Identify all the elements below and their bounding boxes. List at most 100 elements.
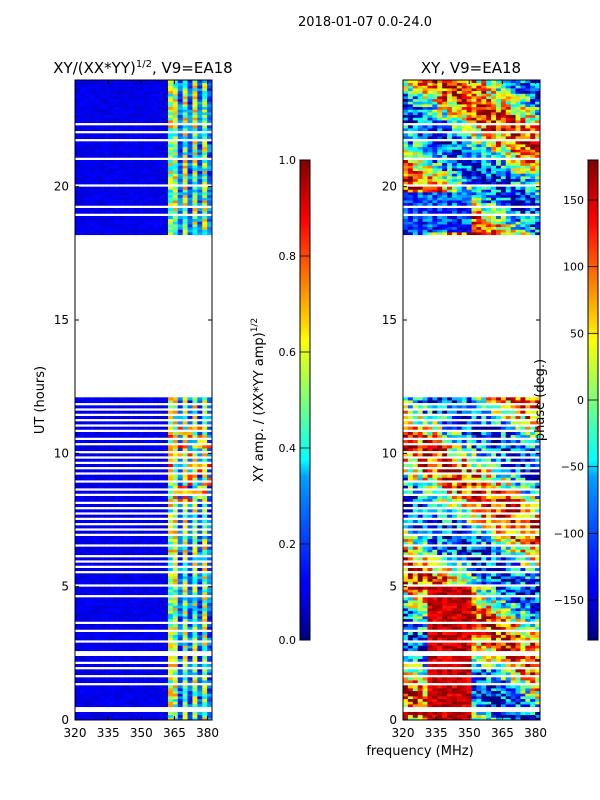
heatmap-cell xyxy=(79,656,86,660)
heatmap-cell xyxy=(75,149,81,153)
heatmap-cell xyxy=(79,696,86,700)
heatmap-cell xyxy=(143,432,149,436)
heatmap-cell xyxy=(447,552,453,556)
heatmap-cell xyxy=(89,696,96,700)
heatmap-cell xyxy=(89,200,96,204)
heatmap-cell xyxy=(461,642,468,646)
heatmap-cell xyxy=(153,509,159,513)
heatmap-cell xyxy=(447,608,453,612)
heatmap-cell xyxy=(202,557,208,561)
heatmap-cell xyxy=(99,464,105,468)
heatmap-cell xyxy=(172,589,179,593)
heatmap-cell xyxy=(138,405,144,409)
heatmap-cell xyxy=(163,168,169,172)
heatmap-cell xyxy=(79,453,86,457)
heatmap-cell xyxy=(104,586,110,590)
heatmap-cell xyxy=(500,626,507,630)
heatmap-cell xyxy=(207,173,212,177)
heatmap-cell xyxy=(89,592,96,596)
heatmap-cell xyxy=(412,602,419,606)
heatmap-cell xyxy=(109,541,115,545)
heatmap-cell xyxy=(481,717,487,720)
heatmap-cell xyxy=(486,712,492,716)
heatmap-cell xyxy=(75,133,81,137)
heatmap-cell xyxy=(187,133,193,137)
heatmap-cell xyxy=(456,589,463,593)
heatmap-cell xyxy=(471,592,477,596)
heatmap-cell xyxy=(437,589,443,593)
heatmap-cell xyxy=(451,608,458,612)
heatmap-cell xyxy=(158,82,164,86)
heatmap-cell xyxy=(75,101,81,105)
heatmap-cell xyxy=(138,136,144,140)
heatmap-cell xyxy=(89,453,96,457)
heatmap-cell xyxy=(403,669,409,673)
heatmap-cell xyxy=(138,453,144,457)
heatmap-cell xyxy=(163,693,169,697)
heatmap-cell xyxy=(172,224,179,228)
heatmap-cell xyxy=(84,536,91,540)
heatmap-cell xyxy=(535,624,540,628)
heatmap-cell xyxy=(94,469,100,473)
heatmap-cell xyxy=(163,202,169,206)
heatmap-cell xyxy=(109,672,115,676)
heatmap-cell xyxy=(197,645,203,649)
heatmap-cell xyxy=(192,106,198,110)
heatmap-cell xyxy=(94,170,100,174)
heatmap-cell xyxy=(407,717,414,720)
heatmap-cell xyxy=(109,634,115,638)
heatmap-cell xyxy=(89,557,96,561)
heatmap-cell xyxy=(167,576,174,580)
heatmap-cell xyxy=(167,224,174,228)
heatmap-cell xyxy=(471,648,477,652)
heatmap-cell xyxy=(109,106,115,110)
heatmap-cell xyxy=(123,688,130,692)
heatmap-cell xyxy=(89,165,96,169)
heatmap-cell xyxy=(109,464,115,468)
heatmap-cell xyxy=(89,197,96,201)
heatmap-cell xyxy=(94,133,100,137)
heatmap-cell xyxy=(192,109,198,113)
heatmap-cell xyxy=(94,181,100,185)
heatmap-cell xyxy=(207,608,212,612)
heatmap-cell xyxy=(197,656,203,660)
heatmap-cell xyxy=(207,192,212,196)
heatmap-cell xyxy=(94,93,100,97)
heatmap-cell xyxy=(187,714,193,718)
heatmap-cell xyxy=(84,549,91,553)
heatmap-cell xyxy=(119,581,125,585)
heatmap-cell xyxy=(476,712,482,716)
heatmap-cell xyxy=(148,586,154,590)
heatmap-cell xyxy=(158,677,164,681)
heatmap-cell xyxy=(505,576,512,580)
heatmap-cell xyxy=(172,504,179,508)
heatmap-cell xyxy=(119,557,125,561)
heatmap-cell xyxy=(172,421,179,425)
heatmap-cell xyxy=(84,114,91,118)
heatmap-cell xyxy=(123,672,130,676)
heatmap-cell xyxy=(163,464,169,468)
heatmap-cell xyxy=(422,597,428,601)
heatmap-cell xyxy=(119,576,125,580)
heatmap-cell xyxy=(79,482,86,486)
heatmap-cell xyxy=(525,701,531,705)
heatmap-cell xyxy=(119,474,125,478)
heatmap-cell xyxy=(148,120,154,124)
heatmap-cell xyxy=(123,104,130,108)
heatmap-cell xyxy=(510,605,517,609)
heatmap-cell xyxy=(172,448,179,452)
heatmap-cell xyxy=(75,141,81,145)
heatmap-cell xyxy=(114,144,120,148)
heatmap-cell xyxy=(437,581,443,585)
heatmap-cell xyxy=(187,178,193,182)
heatmap-cell xyxy=(148,573,154,577)
heatmap-cell xyxy=(148,637,154,641)
heatmap-cell xyxy=(505,658,512,662)
heatmap-cell xyxy=(143,586,149,590)
heatmap-cell xyxy=(456,717,463,720)
heatmap-cell xyxy=(163,589,169,593)
heatmap-cell xyxy=(182,440,189,444)
heatmap-cell xyxy=(163,149,169,153)
heatmap-cell xyxy=(535,602,540,606)
heatmap-cell xyxy=(163,669,169,673)
